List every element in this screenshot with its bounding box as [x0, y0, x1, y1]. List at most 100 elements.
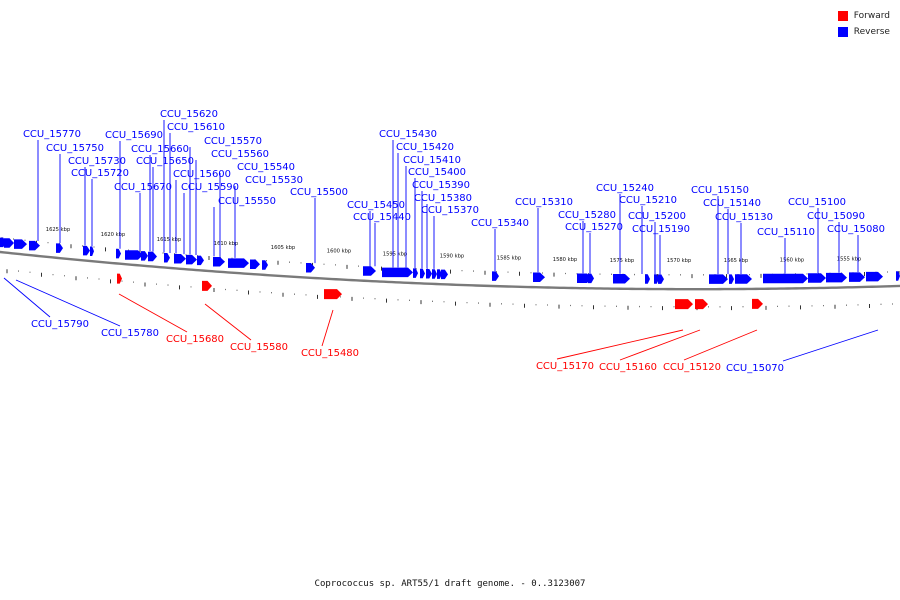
reverse-gene-arrow [645, 274, 650, 284]
reverse-gene-arrow [14, 239, 27, 249]
forward-gene-arrow [752, 298, 763, 309]
reverse-gene-label: CCU_15790 [31, 319, 89, 330]
reverse-gene-arrow [83, 245, 90, 256]
kbp-tick-label: 1585 kbp [497, 256, 522, 262]
reverse-gene-label: CCU_15620 [160, 109, 218, 120]
reverse-gene-arrow [441, 269, 448, 280]
reverse-gene-label: CCU_15380 [414, 193, 472, 204]
reverse-gene-leader [15, 279, 121, 327]
kbp-tick-label: 1620 kbp [101, 232, 126, 238]
reverse-gene-arrow [426, 268, 432, 279]
reverse-gene-arrow [588, 273, 594, 284]
genome-backbone [0, 250, 900, 291]
reverse-gene-arrow [533, 272, 545, 283]
reverse-gene-arrow [186, 254, 197, 265]
reverse-gene-arrow [56, 243, 63, 253]
reverse-gene-arrow [826, 272, 847, 283]
reverse-gene-arrow [125, 250, 143, 260]
forward-gene-leader [683, 329, 758, 361]
forward-gene-arrow [324, 289, 342, 300]
reverse-gene-arrow [29, 240, 40, 251]
forward-gene-leader [556, 329, 684, 360]
reverse-gene-label: CCU_15130 [715, 212, 773, 223]
forward-gene-arrow [202, 280, 212, 291]
reverse-gene-label: CCU_15090 [807, 211, 865, 222]
kbp-tick-label: 1590 kbp [440, 254, 465, 260]
reverse-gene-arrow [382, 267, 413, 278]
reverse-gene-label: CCU_15150 [691, 185, 749, 196]
legend-forward-label: Forward [853, 11, 890, 21]
forward-gene-label: CCU_15170 [536, 361, 594, 372]
reverse-gene-label: CCU_15070 [726, 363, 784, 374]
reverse-gene-label: CCU_15210 [619, 195, 677, 206]
reverse-gene-arrow [363, 266, 376, 276]
kbp-tick-label: 1610 kbp [214, 241, 239, 247]
kbp-tick-label: 1605 kbp [271, 245, 296, 251]
reverse-gene-label: CCU_15080 [827, 224, 885, 235]
reverse-gene-label: CCU_15780 [101, 328, 159, 339]
forward-gene-leader [118, 293, 188, 333]
reverse-gene-label: CCU_15550 [218, 196, 276, 207]
reverse-gene-arrow [849, 272, 865, 282]
reverse-gene-arrow [613, 274, 630, 284]
reverse-gene-label: CCU_15280 [558, 210, 616, 221]
legend-forward: Forward [837, 9, 890, 23]
reverse-gene-arrow [437, 269, 442, 279]
reverse-gene-arrow [213, 256, 225, 267]
reverse-gene-label: CCU_15610 [167, 122, 225, 133]
reverse-gene-label: CCU_15200 [628, 211, 686, 222]
reverse-gene-arrow [420, 268, 425, 279]
reverse-gene-label: CCU_15410 [403, 155, 461, 166]
kbp-tick-label: 1625 kbp [46, 227, 71, 233]
legend: Forward Reverse [837, 9, 890, 41]
reverse-gene-arrow [90, 246, 94, 256]
kbp-tick-label: 1580 kbp [553, 257, 578, 263]
reverse-gene-label: CCU_15390 [412, 180, 470, 191]
forward-gene-arrow [675, 299, 693, 310]
reverse-gene-label: CCU_15560 [211, 149, 269, 160]
reverse-gene-label: CCU_15600 [173, 169, 231, 180]
kbp-tick-label: 1555 kbp [837, 256, 862, 262]
reverse-gene-arrow [262, 260, 268, 270]
reverse-gene-label: CCU_15400 [408, 167, 466, 178]
reverse-gene-label: CCU_15420 [396, 142, 454, 153]
kbp-tick-label: 1575 kbp [610, 258, 635, 264]
reverse-gene-label: CCU_15660 [131, 144, 189, 155]
kbp-tick-label: 1595 kbp [383, 251, 408, 257]
forward-gene-arrow [695, 299, 708, 310]
forward-gene-leader [204, 303, 252, 341]
forward-gene-label: CCU_15680 [166, 334, 224, 345]
reverse-gene-arrow [148, 251, 157, 262]
legend-reverse-label: Reverse [853, 27, 890, 37]
reverse-gene-arrow [174, 254, 186, 264]
kbp-tick-label: 1565 kbp [724, 258, 749, 264]
reverse-gene-arrow [141, 251, 148, 261]
reverse-gene-label: CCU_15430 [379, 129, 437, 140]
reverse-gene-label: CCU_15100 [788, 197, 846, 208]
forward-swatch [837, 11, 848, 21]
reverse-gene-arrow [4, 238, 14, 248]
map-caption: Coprococcus sp. ART55/1 draft genome. - … [314, 579, 586, 589]
reverse-gene-arrow [735, 274, 752, 284]
reverse-swatch [837, 27, 848, 37]
reverse-gene-label: CCU_15570 [204, 136, 262, 147]
reverse-gene-label: CCU_15500 [290, 187, 348, 198]
reverse-gene-label: CCU_15370 [421, 205, 479, 216]
reverse-gene-label: CCU_15270 [565, 222, 623, 233]
reverse-gene-arrow [658, 274, 664, 284]
reverse-gene-label: CCU_15190 [632, 224, 690, 235]
reverse-gene-arrow [432, 269, 437, 279]
reverse-gene-arrow [866, 271, 883, 282]
reverse-gene-label: CCU_15590 [181, 182, 239, 193]
reverse-gene-label: CCU_15730 [68, 156, 126, 167]
reverse-gene-label: CCU_15530 [245, 175, 303, 186]
forward-gene-label: CCU_15580 [230, 342, 288, 353]
reverse-gene-arrow [116, 248, 121, 259]
reverse-gene-arrow [228, 258, 249, 268]
forward-gene-label: CCU_15480 [301, 348, 359, 359]
reverse-gene-label: CCU_15240 [596, 183, 654, 194]
reverse-gene-arrow [164, 252, 170, 263]
reverse-gene-label: CCU_15650 [136, 156, 194, 167]
reverse-gene-arrow [306, 263, 315, 273]
reverse-gene-label: CCU_15340 [471, 218, 529, 229]
